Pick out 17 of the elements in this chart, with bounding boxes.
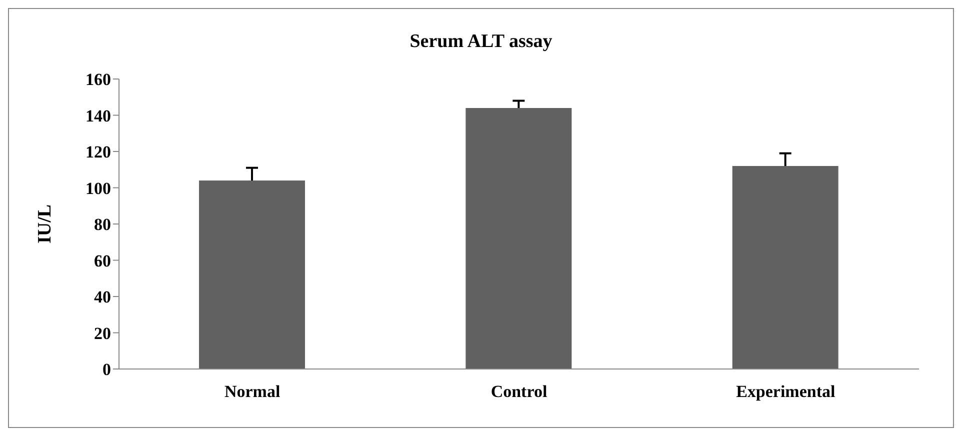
x-tick-label: Experimental xyxy=(736,382,836,402)
y-tick-label: 0 xyxy=(102,360,111,380)
y-tick-label: 120 xyxy=(86,142,111,162)
x-tick-label: Normal xyxy=(224,382,280,402)
y-tick-label: 140 xyxy=(86,106,111,126)
x-tick-label: Control xyxy=(490,382,548,402)
bar xyxy=(732,166,838,369)
y-axis-title: IU/L xyxy=(34,204,56,244)
y-tick-label: 100 xyxy=(86,178,111,198)
y-tick-label: 20 xyxy=(94,324,111,343)
y-tick-label: 160 xyxy=(86,70,111,90)
y-tick-label: 80 xyxy=(94,215,111,234)
bar xyxy=(199,180,305,369)
bar xyxy=(466,108,572,369)
y-tick-label: 60 xyxy=(94,251,111,270)
y-tick-label: 40 xyxy=(94,288,111,307)
chart-title: Serum ALT assay xyxy=(408,31,554,53)
